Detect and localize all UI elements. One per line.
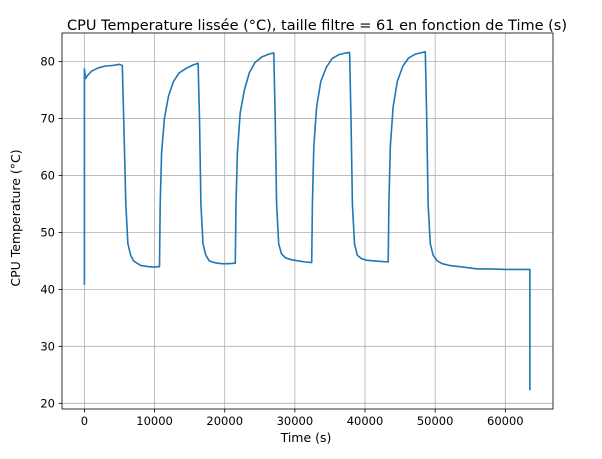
x-tick-label: 20000 xyxy=(206,414,243,428)
cpu-temperature-series-line xyxy=(83,51,531,391)
x-tick-label: 30000 xyxy=(277,414,314,428)
y-axis-ticks: 20 30 40 50 60 70 80 xyxy=(40,54,62,410)
chart-title: CPU Temperature lissée (°C), taille filt… xyxy=(67,18,567,34)
x-tick-label: 10000 xyxy=(136,414,173,428)
y-tick-label: 60 xyxy=(40,168,55,182)
y-tick-label: 80 xyxy=(40,54,55,68)
x-tick-label: 0 xyxy=(81,414,88,428)
x-tick-label: 50000 xyxy=(417,414,454,428)
y-tick-label: 20 xyxy=(40,396,55,410)
y-tick-label: 30 xyxy=(40,339,55,353)
y-axis-label: CPU Temperature (°C) xyxy=(8,149,23,286)
y-tick-label: 50 xyxy=(40,225,55,239)
x-tick-label: 60000 xyxy=(487,414,524,428)
y-tick-label: 70 xyxy=(40,111,55,125)
series-layer xyxy=(83,51,531,391)
x-tick-label: 40000 xyxy=(347,414,384,428)
plot-frame xyxy=(61,32,554,410)
grid-lines xyxy=(62,33,553,409)
y-tick-label: 40 xyxy=(40,282,55,296)
x-axis-label: Time (s) xyxy=(280,430,332,445)
x-axis-ticks: 0 10000 20000 30000 40000 50000 60000 xyxy=(81,409,524,428)
